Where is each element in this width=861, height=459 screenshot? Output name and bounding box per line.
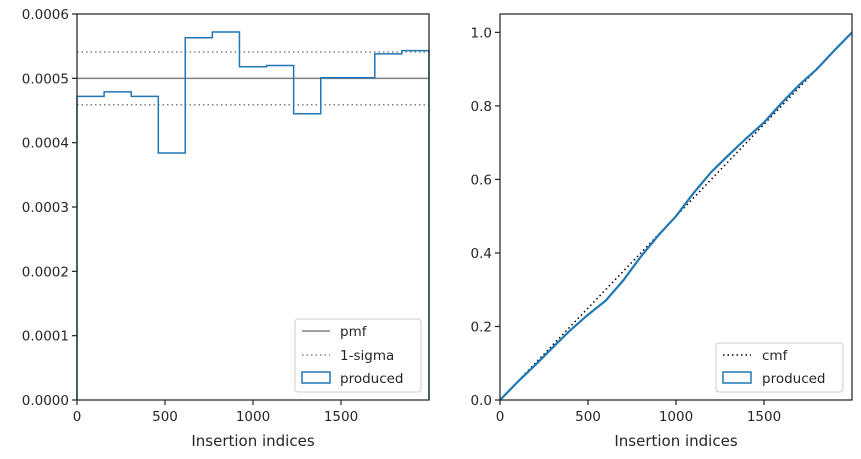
legend-produced-swatch	[301, 371, 331, 384]
histogram-ticks: 0 500 1000 1500 0.0000 0.0001 0.0002 0.0003 0.00…	[22, 7, 358, 425]
y-tick-label: 0.0006	[22, 7, 69, 23]
y-tick-label: 0.0002	[22, 264, 69, 280]
x-tick-label: 1500	[747, 409, 781, 425]
x-tick-label: 0	[496, 409, 505, 425]
legend-box	[294, 318, 422, 393]
y-tick-label: 0.0005	[22, 71, 69, 87]
cmf-panel: 0 500 1000 1500 0.0 0.2 0.4 0.6 0.8 1.0 Insertion…	[471, 13, 853, 450]
y-tick-label: 0.6	[471, 172, 492, 188]
legend-produced-label: produced	[340, 371, 404, 387]
cmf-line	[499, 31, 853, 401]
legend-produced-label: produced	[762, 371, 826, 387]
x-tick-label: 500	[152, 409, 178, 425]
legend-produced-swatch	[722, 371, 752, 384]
y-tick-label: 0.8	[471, 99, 492, 115]
x-tick-label: 500	[575, 409, 601, 425]
produced-line	[499, 31, 853, 401]
cmf-legend: cmf produced	[715, 342, 844, 393]
legend-1-sigma-label: 1-sigma	[340, 348, 394, 364]
y-tick-label: 0.0000	[22, 393, 69, 409]
legend-pmf-label: pmf	[340, 324, 368, 340]
y-tick-label: 0.2	[471, 319, 492, 335]
cmf-x-axis-label: Insertion indices	[614, 432, 737, 450]
cmf-plot-area	[499, 31, 853, 401]
y-tick-label: 0.0004	[22, 136, 69, 152]
cmf-axes-frame	[499, 13, 853, 401]
y-tick-label: 1.0	[471, 25, 492, 41]
histogram-panel: 0 500 1000 1500 0.0000 0.0001 0.0002 0.0003 0.00…	[22, 7, 430, 450]
x-tick-label: 1500	[324, 409, 358, 425]
x-tick-label: 0	[73, 409, 82, 425]
y-tick-label: 0.0	[471, 393, 492, 409]
legend-cmf-label: cmf	[762, 348, 789, 364]
x-tick-label: 1000	[659, 409, 693, 425]
legend-box	[715, 342, 844, 393]
histogram-legend: pmf 1-sigma produced	[294, 318, 422, 393]
histogram-series-produced	[76, 31, 430, 400]
x-tick-label: 1000	[236, 409, 270, 425]
histogram-x-axis-label: Insertion indices	[191, 432, 314, 450]
y-tick-label: 0.4	[471, 246, 492, 262]
y-tick-label: 0.0003	[22, 200, 69, 216]
cmf-ticks: 0 500 1000 1500 0.0 0.2 0.4 0.6 0.8 1.0	[471, 25, 782, 425]
histogram-plot-area	[76, 31, 430, 400]
y-tick-label: 0.0001	[22, 329, 69, 345]
